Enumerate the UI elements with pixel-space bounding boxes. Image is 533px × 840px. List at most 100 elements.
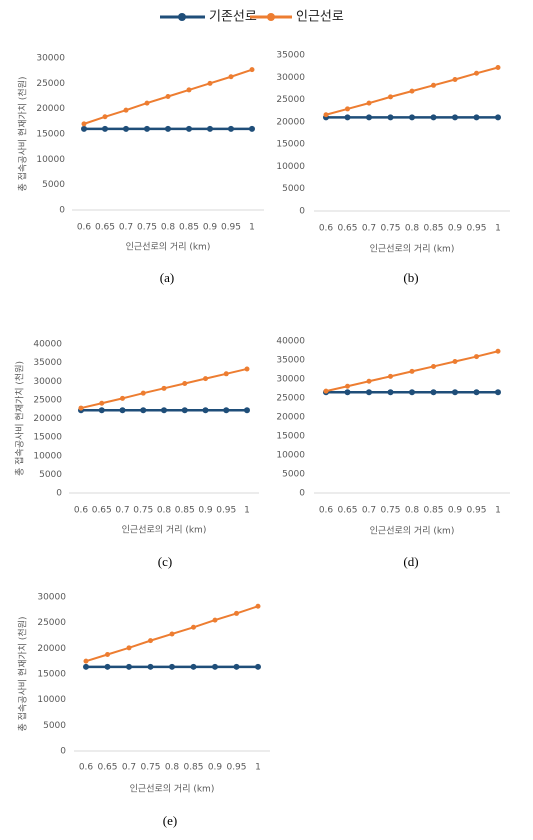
data-point bbox=[345, 383, 350, 389]
data-point bbox=[409, 389, 415, 396]
x-tick-label: 0.8 bbox=[405, 506, 420, 516]
legend-marker bbox=[178, 13, 186, 21]
x-axis-title: 인근선로의 거리 (km) bbox=[122, 525, 207, 536]
x-tick-label: 0.95 bbox=[221, 223, 241, 233]
x-tick-label: 0.65 bbox=[95, 223, 115, 233]
y-tick-label: 0 bbox=[59, 206, 65, 216]
x-tick-label: 0.6 bbox=[319, 506, 334, 516]
y-tick-label: 20000 bbox=[276, 413, 305, 423]
data-point bbox=[452, 389, 458, 396]
y-tick-label: 5000 bbox=[42, 180, 65, 190]
caption: (a) bbox=[160, 270, 174, 285]
data-point bbox=[81, 121, 87, 127]
data-point bbox=[495, 114, 501, 121]
x-tick-label: 1 bbox=[249, 223, 255, 233]
data-point bbox=[207, 80, 213, 86]
y-tick-label: 25000 bbox=[36, 79, 65, 89]
x-tick-label: 0.7 bbox=[119, 223, 133, 233]
x-tick-label: 1 bbox=[495, 224, 501, 234]
data-point bbox=[207, 125, 213, 132]
data-point bbox=[98, 407, 105, 414]
data-point bbox=[123, 125, 129, 132]
x-tick-label: 0.75 bbox=[133, 506, 153, 516]
data-point bbox=[473, 389, 480, 396]
data-point bbox=[387, 389, 394, 396]
data-point bbox=[249, 67, 255, 73]
y-tick-label: 40000 bbox=[33, 340, 62, 350]
data-point bbox=[104, 663, 111, 670]
data-point bbox=[255, 603, 261, 609]
data-point bbox=[473, 114, 480, 121]
data-point bbox=[165, 125, 171, 132]
y-tick-label: 20000 bbox=[37, 644, 66, 654]
data-point bbox=[181, 407, 188, 414]
data-point bbox=[249, 125, 255, 132]
data-point bbox=[430, 114, 437, 121]
data-point bbox=[161, 385, 167, 391]
data-point bbox=[165, 94, 171, 100]
x-tick-label: 0.6 bbox=[79, 763, 94, 773]
x-tick-label: 0.8 bbox=[405, 224, 420, 234]
x-tick-label: 0.8 bbox=[165, 763, 180, 773]
y-tick-label: 25000 bbox=[276, 394, 305, 404]
x-tick-label: 1 bbox=[244, 506, 250, 516]
x-tick-label: 0.9 bbox=[448, 224, 463, 234]
data-point bbox=[452, 114, 458, 121]
x-tick-label: 0.6 bbox=[74, 506, 89, 516]
data-point bbox=[83, 663, 89, 670]
x-tick-label: 0.8 bbox=[157, 506, 172, 516]
y-tick-label: 35000 bbox=[33, 358, 62, 368]
data-point bbox=[144, 125, 150, 132]
data-point bbox=[228, 74, 234, 80]
y-tick-label: 40000 bbox=[276, 337, 305, 347]
y-tick-label: 10000 bbox=[37, 695, 66, 705]
legend-label: 인근선로 bbox=[296, 10, 344, 25]
x-axis-title: 인근선로의 거리 (km) bbox=[126, 242, 211, 253]
y-tick-label: 25000 bbox=[37, 618, 66, 628]
data-point bbox=[409, 88, 415, 94]
data-point bbox=[366, 378, 372, 384]
data-point bbox=[234, 610, 239, 616]
data-point bbox=[203, 376, 208, 382]
y-tick-label: 5000 bbox=[282, 470, 305, 480]
data-point bbox=[452, 77, 458, 83]
x-tick-label: 0.9 bbox=[203, 223, 218, 233]
caption: (c) bbox=[158, 554, 172, 569]
data-point bbox=[495, 348, 501, 354]
y-tick-label: 5000 bbox=[282, 184, 305, 194]
y-tick-label: 15000 bbox=[276, 432, 305, 442]
y-tick-label: 10000 bbox=[33, 451, 62, 461]
data-point bbox=[126, 663, 132, 670]
data-point bbox=[409, 368, 415, 374]
data-point bbox=[474, 354, 479, 360]
data-point bbox=[105, 651, 110, 657]
y-tick-label: 5000 bbox=[43, 721, 66, 731]
data-point bbox=[228, 125, 234, 132]
y-tick-label: 35000 bbox=[276, 356, 305, 366]
data-point bbox=[182, 380, 188, 386]
data-point bbox=[223, 407, 230, 414]
data-point bbox=[169, 663, 175, 670]
data-point bbox=[123, 107, 129, 113]
x-tick-label: 0.75 bbox=[380, 224, 400, 234]
data-point bbox=[244, 366, 250, 372]
y-axis-title: 총 접속공사비 현재가치 (천원) bbox=[17, 617, 29, 732]
data-point bbox=[344, 114, 351, 121]
data-point bbox=[495, 64, 501, 70]
x-tick-label: 0.9 bbox=[198, 506, 213, 516]
data-point bbox=[323, 388, 329, 394]
y-tick-label: 25000 bbox=[276, 95, 305, 105]
x-axis-title: 인근선로의 거리 (km) bbox=[370, 526, 455, 537]
x-tick-label: 1 bbox=[255, 763, 261, 773]
y-tick-label: 30000 bbox=[37, 593, 66, 603]
data-point bbox=[366, 100, 372, 106]
y-tick-label: 20000 bbox=[36, 104, 65, 114]
data-point bbox=[223, 371, 229, 377]
x-tick-label: 0.7 bbox=[122, 763, 136, 773]
x-tick-label: 0.65 bbox=[92, 506, 112, 516]
y-tick-label: 0 bbox=[299, 207, 305, 217]
data-point bbox=[78, 405, 84, 411]
data-point bbox=[144, 100, 150, 106]
x-tick-label: 0.85 bbox=[175, 506, 195, 516]
